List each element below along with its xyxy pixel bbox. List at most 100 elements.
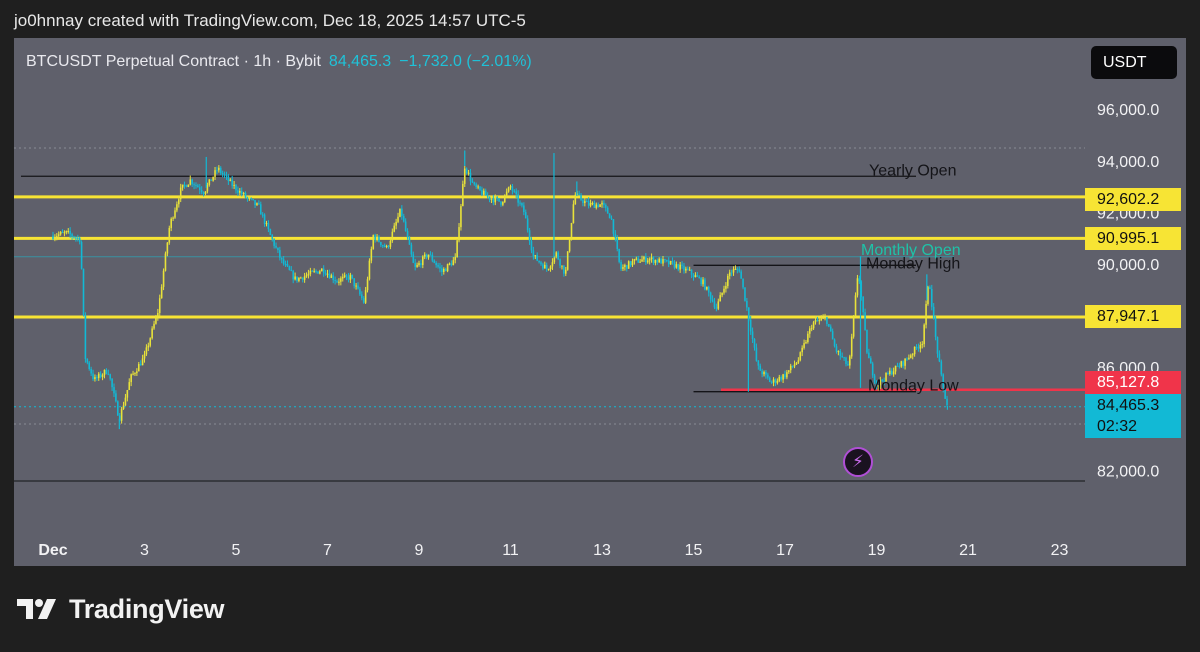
lightning-icon[interactable]: ⚡ bbox=[843, 447, 873, 477]
x-tick-label: Dec bbox=[38, 542, 67, 559]
grid-layer bbox=[14, 147, 1085, 482]
x-tick-label: 23 bbox=[1051, 542, 1069, 559]
candle-body bbox=[166, 242, 169, 254]
currency-button[interactable]: USDT bbox=[1091, 46, 1177, 79]
candle-body bbox=[311, 270, 314, 272]
candle-body bbox=[681, 264, 683, 266]
price-tag-monday-low: 85,127.8 bbox=[1085, 371, 1181, 394]
candle-body bbox=[723, 288, 725, 293]
x-tick-label: 17 bbox=[776, 542, 794, 559]
candle-body bbox=[282, 259, 285, 264]
candle-body bbox=[625, 265, 628, 269]
candle-body bbox=[540, 262, 542, 265]
candle-body bbox=[635, 258, 638, 260]
candle-body bbox=[774, 379, 777, 383]
candle-body bbox=[402, 216, 405, 222]
candle-body bbox=[688, 269, 691, 271]
candle-body bbox=[528, 230, 531, 242]
candle-countdown: 02:32 bbox=[1097, 418, 1138, 435]
candle-body bbox=[620, 261, 622, 269]
candle-body bbox=[854, 295, 857, 316]
candle-body bbox=[770, 381, 773, 383]
candle-body bbox=[746, 300, 748, 308]
candle-body bbox=[107, 373, 110, 375]
chart-panel[interactable]: Yearly Open Monthly Open Monday High Monday… bbox=[14, 38, 1186, 566]
candle-body bbox=[128, 382, 131, 390]
candle-body bbox=[157, 312, 159, 317]
candle-body bbox=[570, 222, 573, 240]
candle-body bbox=[793, 364, 796, 367]
candle-body bbox=[99, 373, 102, 377]
symbol-legend[interactable]: BTCUSDT Perpetual Contract · 1h · Bybit 8… bbox=[26, 53, 532, 71]
candle-body bbox=[545, 264, 548, 270]
candle-body bbox=[944, 388, 946, 399]
candle-body bbox=[136, 371, 138, 374]
label-yearly-open: Yearly Open bbox=[869, 162, 956, 179]
candle-body bbox=[578, 193, 580, 195]
candle-body bbox=[904, 358, 906, 366]
candle-body bbox=[63, 232, 66, 234]
candle-body bbox=[334, 280, 336, 282]
tradingview-wordmark: TradingView bbox=[69, 593, 225, 624]
candle-body bbox=[94, 377, 96, 379]
candle-body bbox=[141, 358, 144, 366]
candle-body bbox=[747, 307, 750, 320]
candle-body bbox=[92, 373, 94, 379]
candle-body bbox=[69, 230, 71, 235]
candle-body bbox=[911, 354, 914, 356]
candle-body bbox=[61, 232, 64, 234]
candle-body bbox=[204, 191, 207, 194]
candle-body bbox=[709, 292, 712, 300]
candle-body bbox=[839, 351, 842, 356]
candle-body bbox=[391, 231, 394, 241]
candle-body bbox=[80, 242, 83, 269]
candle-body bbox=[221, 172, 224, 175]
candle-body bbox=[585, 201, 588, 203]
candle-body bbox=[54, 237, 56, 239]
candle-body bbox=[749, 319, 752, 332]
candle-body bbox=[694, 275, 697, 278]
candle-body bbox=[614, 233, 617, 239]
candle-body bbox=[732, 269, 735, 273]
candle-body bbox=[704, 279, 706, 290]
candle-body bbox=[559, 259, 561, 266]
candle-body bbox=[582, 199, 584, 204]
candle-body bbox=[343, 275, 346, 277]
candle-body bbox=[183, 184, 186, 186]
candle-body bbox=[305, 275, 308, 277]
candle-body bbox=[450, 263, 453, 266]
candle-body bbox=[852, 315, 855, 337]
candle-body bbox=[218, 167, 220, 171]
candle-body bbox=[814, 320, 817, 323]
candle-body bbox=[469, 172, 472, 182]
candle-body bbox=[500, 201, 502, 205]
candle-body bbox=[580, 194, 582, 200]
candle-body bbox=[868, 352, 870, 359]
candle-body bbox=[826, 317, 828, 324]
candle-body bbox=[132, 373, 134, 375]
candle-body bbox=[767, 374, 769, 378]
candle-body bbox=[437, 265, 439, 267]
candle-body bbox=[936, 336, 939, 354]
candle-body bbox=[532, 250, 535, 256]
candle-body bbox=[78, 237, 81, 243]
candle-body bbox=[294, 276, 296, 280]
candle-body bbox=[686, 268, 689, 270]
candle-body bbox=[503, 195, 506, 203]
candle-body bbox=[378, 236, 380, 243]
candle-body bbox=[261, 214, 264, 216]
candle-body bbox=[542, 264, 544, 269]
symbol-title[interactable]: BTCUSDT Perpetual Contract · 1h · Bybit bbox=[26, 53, 321, 70]
candle-body bbox=[564, 269, 567, 274]
candle-body bbox=[572, 204, 575, 223]
candle-body bbox=[671, 260, 674, 263]
candle-body bbox=[460, 206, 462, 228]
candle-body bbox=[643, 256, 645, 260]
candle-body bbox=[929, 287, 931, 289]
candle-body bbox=[648, 259, 651, 261]
price-tag-current: 84,465.3 02:32 bbox=[1085, 394, 1181, 438]
candle-body bbox=[858, 278, 861, 282]
candle-body bbox=[143, 354, 146, 359]
